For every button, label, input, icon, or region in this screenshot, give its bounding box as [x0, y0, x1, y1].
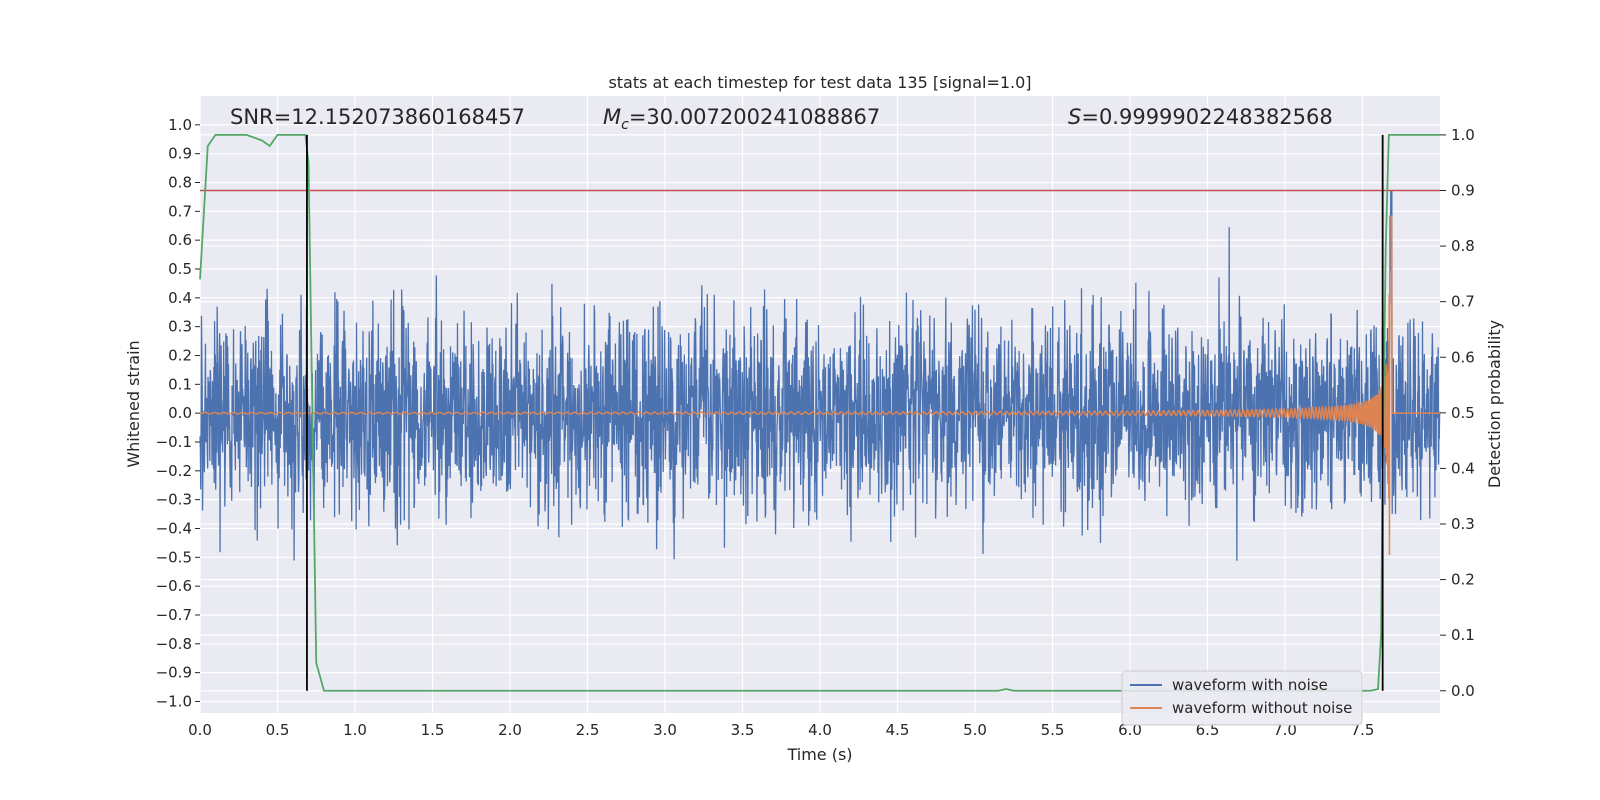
score-value: =0.9999902248382568 — [1081, 105, 1332, 129]
y-tick-label: −0.9 — [156, 664, 192, 682]
y-tick-label: −0.3 — [156, 491, 192, 509]
y2-tick-label: 0.1 — [1451, 626, 1475, 644]
y-axis-ticks: 1.0 0.9 0.8 0.7 0.6 0.5 0.4 0.3 0.2 0.1 0.0 −0.1 −0.… — [156, 116, 200, 710]
y-tick-label: 0.1 — [168, 375, 192, 393]
x-tick-label: 2.0 — [498, 721, 522, 739]
y-tick-label: 0.7 — [168, 202, 192, 220]
x-tick-label: 1.0 — [343, 721, 367, 739]
x-axis-ticks: 0.0 0.5 1.0 1.5 2.0 2.5 3.0 3.5 4.0 4.5 5.0 5.5 6.0 6… — [188, 721, 1374, 739]
y2-tick-label: 1.0 — [1451, 126, 1475, 144]
chirp-mass-annotation: Mc=30.007200241088867 — [603, 105, 880, 133]
probability-line — [199, 134, 1440, 692]
x-tick-label: 3.0 — [653, 721, 677, 739]
y2-tick-label: 0.5 — [1451, 404, 1475, 422]
y-tick-label: 1.0 — [168, 116, 192, 134]
y-tick-label: −0.1 — [156, 433, 192, 451]
x-tick-label: 0.5 — [266, 721, 290, 739]
series-detection-probability — [199, 134, 1440, 692]
y2-tick-label: 0.6 — [1451, 348, 1475, 366]
vertical-markers — [306, 134, 1384, 691]
y-tick-label: 0.3 — [168, 318, 192, 336]
y2-axis-label: Detection probability — [1485, 320, 1504, 488]
series-waveform-with-noise — [199, 190, 1441, 561]
x-axis-label: Time (s) — [786, 745, 852, 764]
y2-tick-label: 0.3 — [1451, 515, 1475, 533]
chirp-mass-symbol: M — [603, 105, 621, 129]
snr-annotation: SNR=12.152073860168457 — [230, 105, 525, 129]
y-tick-label: 0.4 — [168, 289, 192, 307]
y-tick-label: 0.2 — [168, 346, 192, 364]
y-tick-label: −0.7 — [156, 606, 192, 624]
y-tick-label: 0.5 — [168, 260, 192, 278]
y2-tick-label: 0.0 — [1451, 682, 1475, 700]
y-tick-label: 0.9 — [168, 145, 192, 163]
chirp-line — [199, 215, 1440, 556]
legend: waveform with noise waveform without noi… — [1121, 670, 1363, 726]
x-tick-label: 4.5 — [886, 721, 910, 739]
y-tick-label: 0.0 — [168, 404, 192, 422]
y2-tick-label: 0.2 — [1451, 571, 1475, 589]
x-tick-label: 2.5 — [576, 721, 600, 739]
y-tick-label: −0.6 — [156, 577, 192, 595]
y2-axis-ticks: 1.0 0.9 0.8 0.7 0.6 0.5 0.4 0.3 0.2 0.1 0.0 — [1440, 126, 1475, 700]
series-waveform-without-noise — [199, 215, 1440, 556]
y-axis-label: Whitened strain — [124, 340, 143, 467]
y-tick-label: −0.5 — [156, 548, 192, 566]
y-tick-label: −0.4 — [156, 519, 192, 537]
y2-tick-label: 0.8 — [1451, 237, 1475, 255]
legend-label-clean: waveform without noise — [1172, 699, 1352, 717]
y2-tick-label: 0.4 — [1451, 459, 1475, 477]
legend-box — [1121, 670, 1363, 726]
x-tick-label: 1.5 — [421, 721, 445, 739]
score-annotation: S=0.9999902248382568 — [1068, 105, 1333, 129]
y-tick-label: 0.6 — [168, 231, 192, 249]
score-symbol: S — [1068, 105, 1081, 129]
chart-title: stats at each timestep for test data 135… — [608, 73, 1031, 92]
legend-label-noise: waveform with noise — [1172, 676, 1328, 694]
chirp-mass-value: =30.007200241088867 — [629, 105, 880, 129]
chirp-mass-subscript: c — [621, 117, 629, 133]
y2-tick-label: 0.7 — [1451, 293, 1475, 311]
x-tick-label: 5.5 — [1041, 721, 1065, 739]
y-tick-label: 0.8 — [168, 173, 192, 191]
y2-tick-label: 0.9 — [1451, 181, 1475, 199]
x-tick-label: 0.0 — [188, 721, 212, 739]
noise-line — [199, 190, 1441, 561]
x-tick-label: 3.5 — [731, 721, 755, 739]
y-tick-label: −0.2 — [156, 462, 192, 480]
x-tick-label: 5.0 — [963, 721, 987, 739]
x-tick-label: 4.0 — [808, 721, 832, 739]
y-tick-label: −0.8 — [156, 635, 192, 653]
y-tick-label: −1.0 — [156, 692, 192, 710]
